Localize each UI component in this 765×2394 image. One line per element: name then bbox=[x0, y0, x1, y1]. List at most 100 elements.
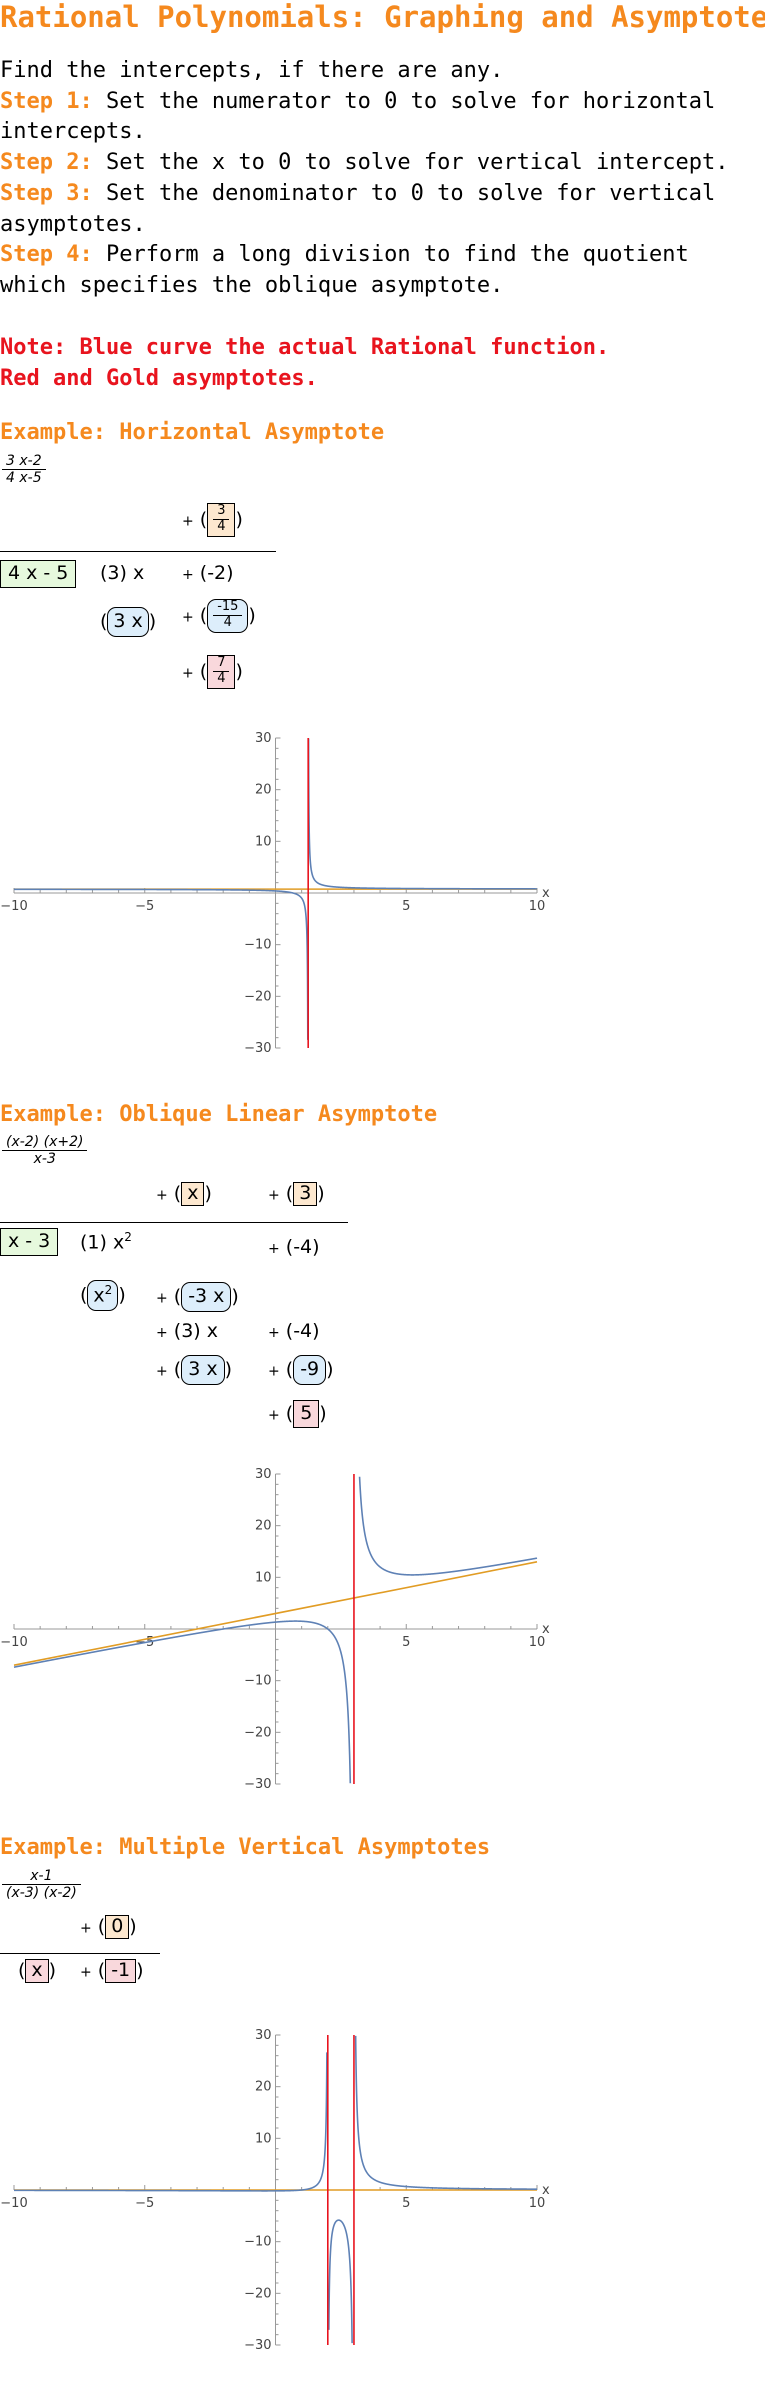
example-heading: Example: Multiple Vertical Asymptotes bbox=[0, 1835, 491, 1860]
y-tick-label: −10 bbox=[244, 1674, 271, 1689]
y-tick-label: 20 bbox=[255, 783, 272, 798]
x-tick-label: −10 bbox=[0, 899, 27, 914]
chart-2: −10 −5 5 10 −30 −20 −10 10 20 30 x bbox=[0, 1464, 560, 1799]
y-tick-label: 20 bbox=[255, 1519, 272, 1534]
x-axis-label: x bbox=[542, 1622, 550, 1637]
divisor-box: x - 3 bbox=[0, 1228, 59, 1256]
function-fraction: x-1 (x-3) (x-2) bbox=[2, 1868, 81, 1901]
step-text: Set the numerator to 0 to solve for hori… bbox=[0, 88, 716, 145]
remainder: + (5) bbox=[268, 1400, 327, 1428]
const: -4 bbox=[293, 1320, 313, 1342]
x-tick-label: 5 bbox=[402, 1635, 410, 1650]
quotient-term-1: + (x) bbox=[156, 1182, 212, 1206]
x-axis-label: x bbox=[542, 886, 550, 901]
row4-box: 3 x bbox=[181, 1355, 225, 1385]
step-2: Step 2: Set the x to 0 to solve for vert… bbox=[0, 148, 760, 179]
frac-num: 3 bbox=[213, 503, 230, 520]
y-tick-label: −30 bbox=[244, 2338, 271, 2353]
chart-3: −10 −5 5 10 −30 −20 −10 10 20 30 x bbox=[0, 2025, 560, 2360]
x-tick-label: 5 bbox=[402, 2196, 410, 2211]
dividend-term: (3) x bbox=[100, 562, 145, 584]
var: x bbox=[93, 1284, 105, 1307]
remainder-box: 5 bbox=[293, 1400, 320, 1428]
row3-const: + (-4) bbox=[268, 1320, 320, 1342]
y-tick-label: −20 bbox=[244, 2286, 271, 2301]
intro-line: Find the intercepts, if there are any. bbox=[0, 58, 504, 83]
step-label: Step 3: bbox=[0, 180, 93, 206]
page-title: Rational Polynomials: Graphing and Asymp… bbox=[0, 0, 765, 34]
exponent: 2 bbox=[104, 1283, 113, 1297]
step-3: Step 3: Set the denominator to 0 to solv… bbox=[0, 179, 760, 240]
plus-sign: + bbox=[182, 513, 194, 530]
quotient: + (0) bbox=[80, 1915, 137, 1939]
step-label: Step 2: bbox=[0, 150, 93, 176]
remainder: + (7 4) bbox=[182, 655, 243, 689]
x-axis-label: x bbox=[542, 2183, 550, 2198]
divisor: 4 x - 5 bbox=[0, 560, 77, 588]
dividend-const: + (-2) bbox=[182, 562, 234, 584]
quotient-box: 0 bbox=[105, 1915, 130, 1939]
product-term: (3 x) bbox=[100, 607, 156, 637]
var: x bbox=[132, 562, 145, 584]
x-tick-label: 10 bbox=[529, 1635, 546, 1650]
frac-den: 4 bbox=[217, 670, 226, 686]
y-tick-label: 10 bbox=[255, 834, 272, 849]
row4-const-box: -9 bbox=[293, 1355, 327, 1385]
remainder-box: -1 bbox=[105, 1959, 137, 1983]
coef: 3 bbox=[107, 562, 120, 584]
step-text: Set the denominator to 0 to solve for ve… bbox=[0, 180, 716, 237]
product-box: 3 x bbox=[107, 607, 149, 637]
row3-term: + (3) x bbox=[156, 1320, 218, 1342]
x-tick-label: −10 bbox=[0, 1635, 27, 1650]
exponent: 2 bbox=[124, 1230, 132, 1244]
y-tick-label: 30 bbox=[255, 731, 272, 746]
division-bar bbox=[0, 1953, 160, 1954]
step-label: Step 1: bbox=[0, 88, 93, 114]
divisor-box: 4 x - 5 bbox=[0, 560, 77, 588]
division-bar bbox=[0, 1222, 348, 1223]
row2-box: x2 bbox=[87, 1280, 119, 1312]
function-fraction: (x-2) (x+2) x-3 bbox=[2, 1134, 88, 1167]
quotient-box: x bbox=[181, 1182, 205, 1206]
x-tick-label: −5 bbox=[135, 2196, 154, 2211]
y-tick-label: 10 bbox=[255, 1570, 272, 1585]
y-tick-label: −30 bbox=[244, 1777, 271, 1792]
step-text: Perform a long division to find the quot… bbox=[0, 242, 689, 298]
quotient-box: 3 bbox=[293, 1182, 318, 1206]
note-line: Note: Blue curve the actual Rational fun… bbox=[0, 335, 610, 360]
y-tick-label: 20 bbox=[255, 2080, 272, 2095]
function-curve bbox=[14, 738, 537, 1040]
row2-left: (x2) bbox=[80, 1280, 126, 1312]
x-tick-label: 10 bbox=[529, 2196, 546, 2211]
x-tick-label: 10 bbox=[529, 899, 546, 914]
oblique-asymptote bbox=[13, 1561, 538, 1666]
function-curve bbox=[14, 2035, 537, 2344]
remainder: + (-1) bbox=[80, 1959, 144, 1983]
step-text: Set the x to 0 to solve for vertical int… bbox=[92, 150, 729, 176]
note-line: Red and Gold asymptotes. bbox=[0, 365, 318, 391]
divisor: x - 3 bbox=[0, 1228, 59, 1256]
frac-den: 4 bbox=[223, 614, 232, 630]
const: -4 bbox=[293, 1236, 313, 1258]
y-tick-label: 30 bbox=[255, 1467, 272, 1482]
var: x bbox=[112, 1231, 125, 1254]
product-const: + (-15 4) bbox=[182, 599, 256, 633]
step-4: Step 4: Perform a long division to find … bbox=[0, 240, 760, 301]
const: -2 bbox=[207, 562, 227, 584]
function-fraction: 3 x-2 4 x-5 bbox=[2, 453, 46, 486]
row1-term: (1) x2 bbox=[80, 1230, 132, 1254]
row4-const: + (-9) bbox=[268, 1355, 334, 1385]
example-heading: Example: Oblique Linear Asymptote bbox=[0, 1102, 438, 1127]
division-bar bbox=[0, 551, 276, 552]
y-tick-label: −30 bbox=[244, 1041, 271, 1056]
y-tick-label: −10 bbox=[244, 2235, 271, 2250]
left-term: (x) bbox=[18, 1959, 57, 1983]
frac-den: 4 bbox=[217, 518, 226, 534]
y-tick-label: −20 bbox=[244, 1725, 271, 1740]
example-heading: Example: Horizontal Asymptote bbox=[0, 420, 385, 445]
denominator: 4 x-5 bbox=[6, 470, 42, 486]
